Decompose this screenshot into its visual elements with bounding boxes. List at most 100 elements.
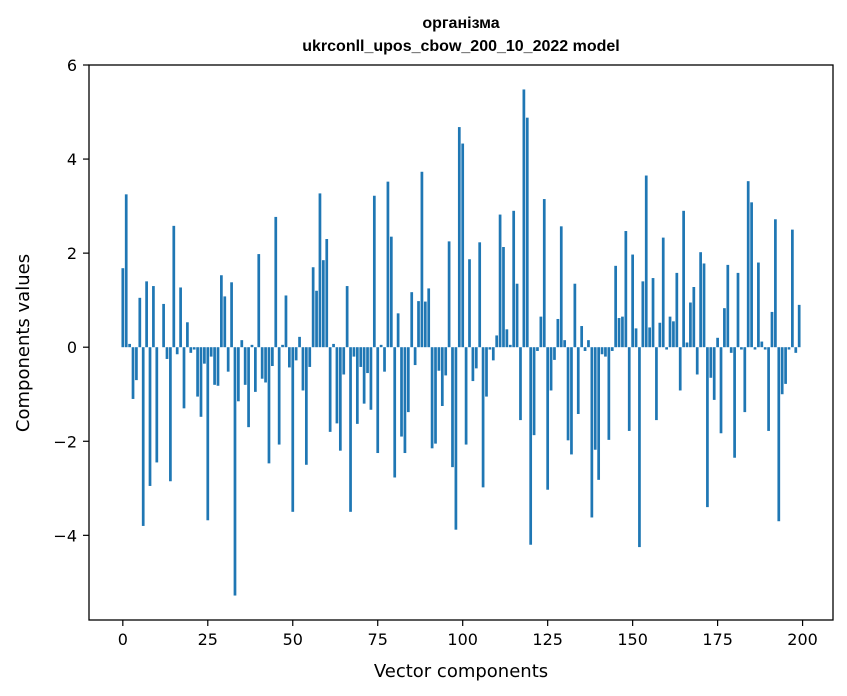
bar	[634, 328, 638, 348]
bar	[723, 308, 726, 348]
bar	[478, 242, 482, 348]
bar	[695, 347, 699, 375]
bar	[203, 347, 206, 364]
bar	[542, 199, 546, 348]
bar	[651, 278, 655, 348]
bar	[155, 347, 159, 463]
bar	[413, 347, 417, 366]
bar	[393, 347, 397, 478]
bar	[532, 347, 536, 436]
bar	[423, 301, 427, 348]
bar	[186, 322, 189, 348]
bar	[767, 347, 770, 431]
bar	[655, 347, 658, 421]
bar	[182, 347, 186, 409]
bar	[420, 171, 424, 348]
bar	[281, 344, 284, 348]
bar	[675, 272, 679, 348]
bar	[148, 347, 152, 486]
x-tick-label: 200	[787, 630, 818, 649]
bar	[583, 347, 587, 351]
bar	[706, 347, 709, 508]
bar	[308, 347, 312, 367]
bar	[743, 347, 747, 413]
x-tick-label: 125	[532, 630, 563, 649]
bar	[372, 195, 376, 348]
bar	[614, 265, 618, 348]
bar	[192, 347, 196, 350]
bar	[624, 231, 628, 348]
x-tick-label: 100	[447, 630, 478, 649]
bar	[179, 287, 182, 348]
bar	[587, 340, 590, 348]
bar	[264, 347, 267, 383]
bar	[366, 347, 369, 374]
bar	[274, 216, 278, 348]
bar	[369, 347, 373, 410]
bar	[797, 304, 801, 348]
bar	[791, 229, 794, 348]
bar	[206, 347, 210, 521]
bar	[328, 347, 332, 432]
bar	[576, 347, 580, 414]
bar	[498, 214, 502, 348]
bar	[644, 175, 648, 348]
chart-subtitle: ukrconll_upos_cbow_200_10_2022 model	[302, 38, 619, 55]
bar	[590, 347, 594, 518]
bar	[400, 347, 403, 437]
bar	[121, 268, 125, 348]
bar	[740, 347, 743, 350]
bar	[352, 347, 356, 357]
bar	[593, 347, 597, 450]
bar	[522, 89, 526, 348]
bar	[376, 347, 380, 454]
bar	[665, 347, 668, 350]
bar	[549, 347, 553, 391]
bar-series	[121, 89, 801, 596]
bar	[152, 286, 155, 348]
bar	[321, 260, 325, 348]
bar	[135, 347, 138, 381]
bar	[556, 318, 560, 348]
bar	[454, 347, 458, 530]
bar	[226, 347, 230, 372]
bar	[573, 283, 577, 348]
bar	[165, 347, 169, 359]
bar	[237, 347, 240, 402]
x-tick-label: 175	[702, 630, 733, 649]
y-tick-label: 0	[67, 338, 77, 357]
bar	[716, 337, 719, 348]
bar	[311, 267, 315, 348]
x-tick-label: 25	[198, 630, 218, 649]
bar	[298, 336, 301, 348]
bar	[199, 347, 203, 417]
bar	[131, 347, 135, 399]
bar	[481, 347, 485, 488]
bar	[471, 347, 475, 382]
bar	[230, 282, 233, 348]
bar	[342, 347, 346, 375]
bar	[661, 237, 665, 348]
bar	[746, 181, 750, 348]
bar	[770, 311, 774, 348]
x-tick-label: 50	[283, 630, 303, 649]
bar	[570, 347, 573, 455]
bar	[196, 347, 199, 397]
bar	[325, 239, 329, 348]
bar	[335, 347, 339, 424]
bar	[525, 117, 529, 348]
bar	[247, 347, 250, 428]
bar	[291, 347, 295, 512]
bar	[607, 347, 611, 440]
bar	[566, 347, 570, 441]
bar	[444, 347, 448, 376]
bar	[617, 318, 621, 348]
bar	[209, 347, 213, 357]
bar	[267, 347, 271, 464]
bar	[260, 347, 264, 379]
bar	[784, 347, 787, 384]
bar	[726, 264, 730, 348]
bar	[128, 343, 131, 348]
bar	[678, 347, 682, 391]
